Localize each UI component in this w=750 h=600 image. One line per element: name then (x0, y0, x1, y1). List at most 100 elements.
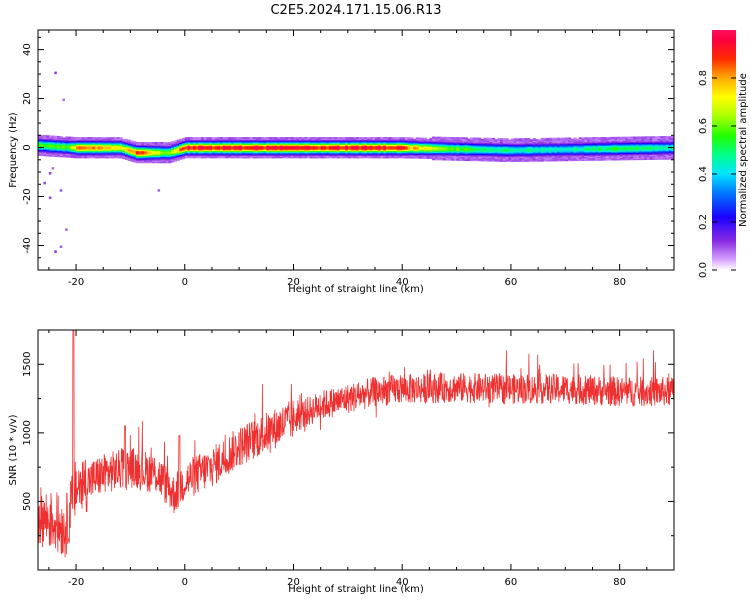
spectrogram-cell (312, 145, 316, 148)
spectrogram-cell (483, 146, 487, 148)
spectrogram-cell (260, 154, 264, 156)
spectrogram-cell (165, 142, 169, 144)
spectrogram-cell (597, 159, 602, 161)
spectrogram-cell (410, 138, 414, 141)
spectrogram-cell (481, 158, 485, 161)
spectrogram-cell (65, 143, 69, 146)
spectrogram-cell (230, 151, 235, 154)
spectrogram-cell (638, 149, 642, 152)
spectrogram-cell (356, 143, 360, 145)
spectrogram-cell (146, 144, 150, 147)
spectrogram-cell (570, 155, 574, 158)
spectrogram-cell (451, 155, 455, 158)
spectrogram-cell (361, 156, 365, 159)
spectrogram-cell (489, 146, 493, 149)
spectrogram-cell (95, 138, 99, 140)
spectrogram-cell (225, 154, 229, 156)
spectrogram-cell (315, 137, 319, 139)
spectrogram-cell (127, 143, 131, 145)
spectrogram-cell (51, 149, 55, 151)
spectrogram-cell (307, 137, 311, 139)
spectrogram-cell (89, 154, 93, 156)
spectrogram-cell (396, 138, 400, 140)
spectrogram-cell (527, 149, 531, 151)
spectrogram-cell (570, 150, 574, 153)
spectrogram-cell (638, 151, 642, 153)
spectrogram-cell (385, 145, 390, 148)
spectrogram-cell (440, 145, 444, 147)
spectrogram-cell (366, 150, 370, 153)
spectrogram-cell (269, 140, 273, 143)
spectrogram-cell (54, 150, 58, 153)
spectrogram-cell (163, 153, 167, 155)
spectrogram-cell (442, 145, 447, 148)
spectrogram-cell (97, 140, 101, 143)
spectrogram-cell (663, 137, 667, 139)
spectrogram-cell (141, 151, 145, 154)
spectrogram-cell (293, 151, 297, 154)
spectrogram-cell (247, 140, 251, 143)
spectrogram-cell (497, 151, 501, 154)
spectrogram-cell (432, 141, 436, 144)
spectrogram-cell (508, 156, 512, 159)
spectrogram-cell (497, 139, 501, 141)
spectrogram-cell (426, 148, 430, 151)
spectrogram-cell (565, 158, 569, 160)
spectrogram-cell (309, 155, 313, 158)
spectrogram-cell (584, 153, 588, 155)
spectrogram-cell (377, 142, 381, 144)
spectrogram-cell (540, 140, 544, 142)
spectrogram-cell (144, 161, 148, 164)
spectrogram-cell (258, 138, 262, 140)
spectrogram-cell (470, 154, 474, 157)
spectrogram-cell (505, 155, 509, 158)
spectrogram-cell (304, 137, 308, 139)
spectrogram-cell (350, 145, 354, 148)
spectrogram-cell (266, 150, 270, 153)
spectrogram-cell (62, 139, 66, 142)
spectrogram-cell (127, 150, 131, 153)
spectrogram-cell (38, 144, 42, 147)
colorbar-label: Normalized spectral amplitude (738, 73, 749, 227)
spectrogram-cell (97, 154, 101, 156)
spectrogram-cell (595, 159, 599, 161)
spectrogram-cell (160, 153, 164, 155)
spectrogram-cell (59, 139, 63, 142)
spectrogram-cell (413, 155, 417, 158)
spectrogram-cell (260, 138, 264, 140)
spectrogram-cell (635, 140, 640, 142)
spectrogram-cell (559, 146, 563, 148)
spectrogram-cell (105, 156, 110, 159)
spectrogram-cell (543, 157, 547, 160)
spectrogram-cell (502, 145, 506, 148)
spectrogram-cell (250, 154, 254, 156)
spectrogram-cell (475, 144, 479, 147)
spectrogram-cell (315, 156, 319, 159)
spectrogram-cell (513, 148, 517, 150)
spectrogram-cell (62, 155, 66, 158)
spectrogram-cell (358, 139, 362, 142)
spectrogram-cell (171, 159, 175, 162)
spectrogram-cell (559, 152, 563, 154)
spectrogram-cell (89, 155, 93, 158)
spectrogram-cell (296, 155, 300, 158)
spectrogram-cell (456, 140, 460, 143)
spectrogram-cell (282, 151, 286, 154)
spectrogram-cell (244, 151, 248, 154)
spectrogram-cell (380, 139, 384, 142)
spectrogram-cell (233, 142, 237, 144)
spectrogram-cell (472, 159, 476, 162)
spectrogram-cell (225, 143, 229, 145)
spectrogram-cell (519, 148, 523, 150)
spectrogram-cell (630, 145, 634, 147)
spectrogram-cell (521, 156, 525, 159)
spectrogram-cell (176, 156, 180, 159)
spectrogram-cell (317, 143, 322, 145)
spectrogram-cell (279, 144, 284, 147)
spectrogram-cell (668, 158, 672, 160)
spectrogram-cell (394, 142, 398, 144)
spectrogram-cell (565, 148, 569, 151)
spectrogram-cell (135, 151, 139, 154)
spectrogram-cell (214, 154, 218, 156)
spectrogram-cell (201, 149, 205, 152)
